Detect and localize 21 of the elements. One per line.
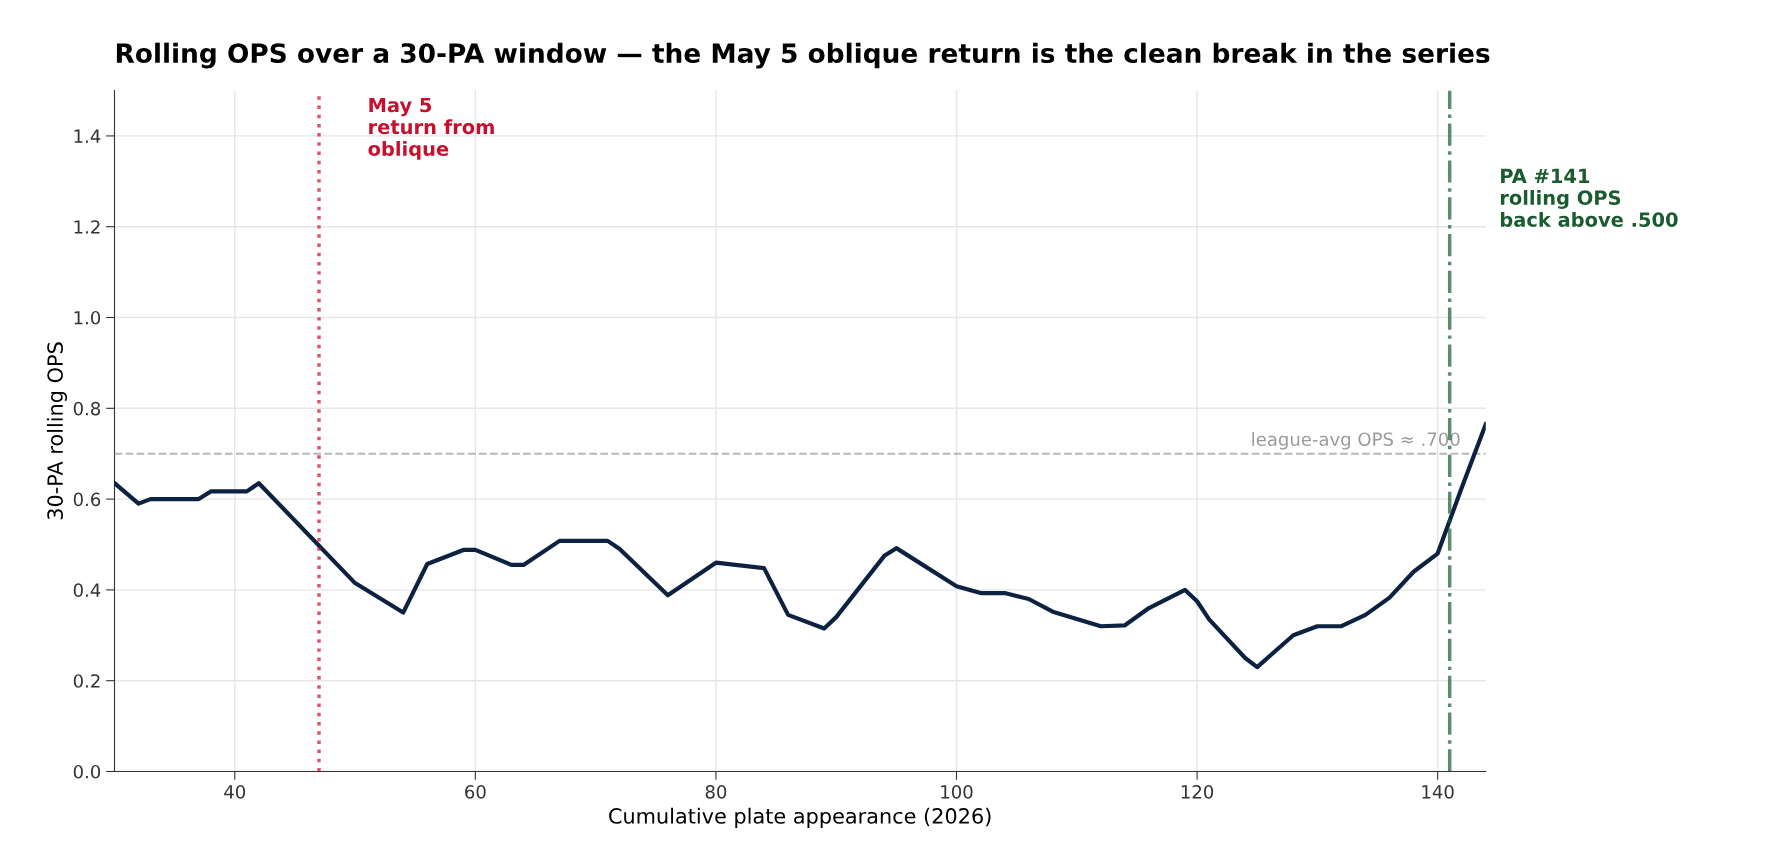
x-tick-label: 80 <box>705 785 727 799</box>
x-tick-label: 140 <box>1422 785 1454 799</box>
y-tick-label: 0.4 <box>73 583 101 598</box>
line-series <box>114 422 1486 670</box>
y-tick-label: 1.2 <box>74 220 100 234</box>
y-tick-label: 0.8 <box>73 401 101 416</box>
y-tick-label: 0.0 <box>73 764 101 779</box>
y-tick-label: 1.0 <box>74 310 101 325</box>
x-tick-label: 100 <box>941 785 973 799</box>
x-axis-title: Cumulative plate appearance (2026) <box>609 807 991 828</box>
x-tick-label: 120 <box>1181 785 1214 799</box>
y-tick-label: 0.2 <box>73 674 100 688</box>
y-tick-label: 1.4 <box>74 129 101 143</box>
ref-line-label: PA #141 rolling OPS back above .500 <box>1500 168 1678 227</box>
x-tick-label: 60 <box>465 785 486 799</box>
x-tick-label: 40 <box>224 785 246 799</box>
ref-line-label: league-avg OPS ≈ .700 <box>1252 432 1460 450</box>
y-axis-title: 30-PA rolling OPS <box>46 342 68 520</box>
y-tick-label: 0.6 <box>73 492 101 507</box>
chart-title: Rolling OPS over a 30-PA window — the May 5 oblique return is the clean break in the series <box>116 42 1490 69</box>
ref-line-label: May 5 return from oblique <box>368 97 494 160</box>
